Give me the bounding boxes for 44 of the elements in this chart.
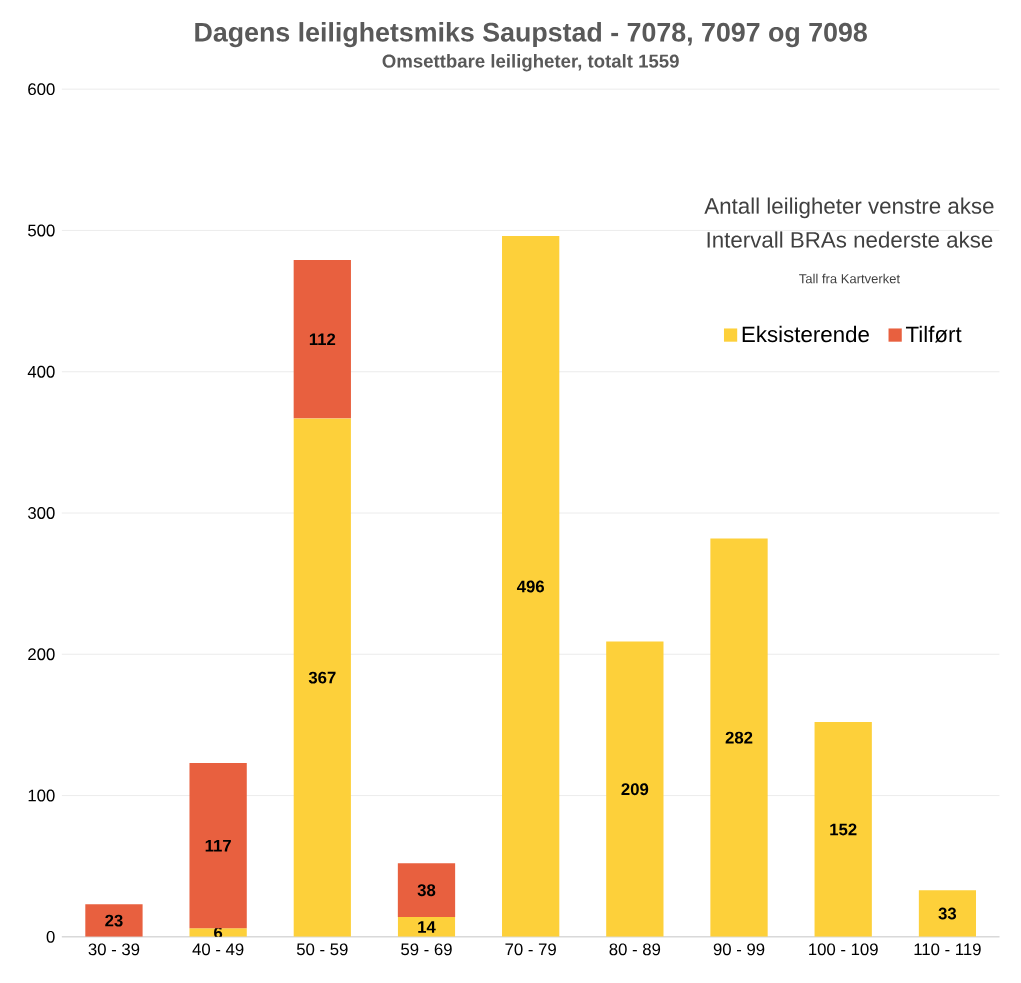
y-tick-label: 500 xyxy=(28,224,55,237)
y-tick-label: 200 xyxy=(28,648,55,661)
bar xyxy=(85,904,143,938)
x-tick-label: 90 - 99 xyxy=(713,943,765,956)
x-tick-label: 40 - 49 xyxy=(192,943,244,956)
bar xyxy=(918,890,977,938)
annotation: Tall fra Kartverket xyxy=(799,273,900,284)
x-tick-label: 110 - 119 xyxy=(914,943,981,956)
x-tick-label: 80 - 89 xyxy=(609,943,661,956)
legend-label: Tilført xyxy=(905,326,962,343)
x-tick-label: 70 - 79 xyxy=(505,943,556,956)
y-tick-label: 400 xyxy=(27,365,55,378)
chart-subtitle: Omsettbare leiligheter, totalt 1559 xyxy=(382,54,679,72)
bar xyxy=(606,641,664,938)
y-tick-label: 600 xyxy=(28,83,55,96)
legend-label: Eksisterende xyxy=(742,326,869,343)
bar xyxy=(397,863,456,918)
x-tick-label: 30 - 39 xyxy=(88,943,140,956)
bar xyxy=(710,538,768,938)
bar xyxy=(814,722,872,938)
data-label: 112 xyxy=(309,333,336,346)
data-label: 23 xyxy=(105,914,123,927)
annotation: Antall leiligheter venstre akse xyxy=(704,197,994,219)
bar xyxy=(293,418,351,938)
y-tick-label: 100 xyxy=(28,789,55,802)
data-label: 496 xyxy=(516,580,545,593)
data-label: 209 xyxy=(621,783,649,796)
annotation: Intervall BRAs nederste akse xyxy=(707,231,993,248)
data-label: 117 xyxy=(205,840,231,852)
bar xyxy=(189,763,247,929)
data-label: 38 xyxy=(417,884,436,897)
bar xyxy=(502,236,560,938)
y-tick-label: 0 xyxy=(46,931,55,943)
x-tick-label: 50 - 59 xyxy=(296,943,348,956)
chart-title: Dagens leilighetsmiks Saupstad - 7078, 7097 og 7098 xyxy=(195,22,867,48)
data-label: 14 xyxy=(418,921,436,933)
bar xyxy=(293,260,351,419)
y-tick-label: 300 xyxy=(28,507,55,520)
data-label: 282 xyxy=(725,731,753,744)
x-tick-label: 100 - 109 xyxy=(809,943,878,956)
data-label: 367 xyxy=(308,671,336,684)
data-label: 33 xyxy=(938,907,957,920)
x-tick-label: 59 - 69 xyxy=(401,943,452,956)
data-label: 152 xyxy=(830,823,857,836)
